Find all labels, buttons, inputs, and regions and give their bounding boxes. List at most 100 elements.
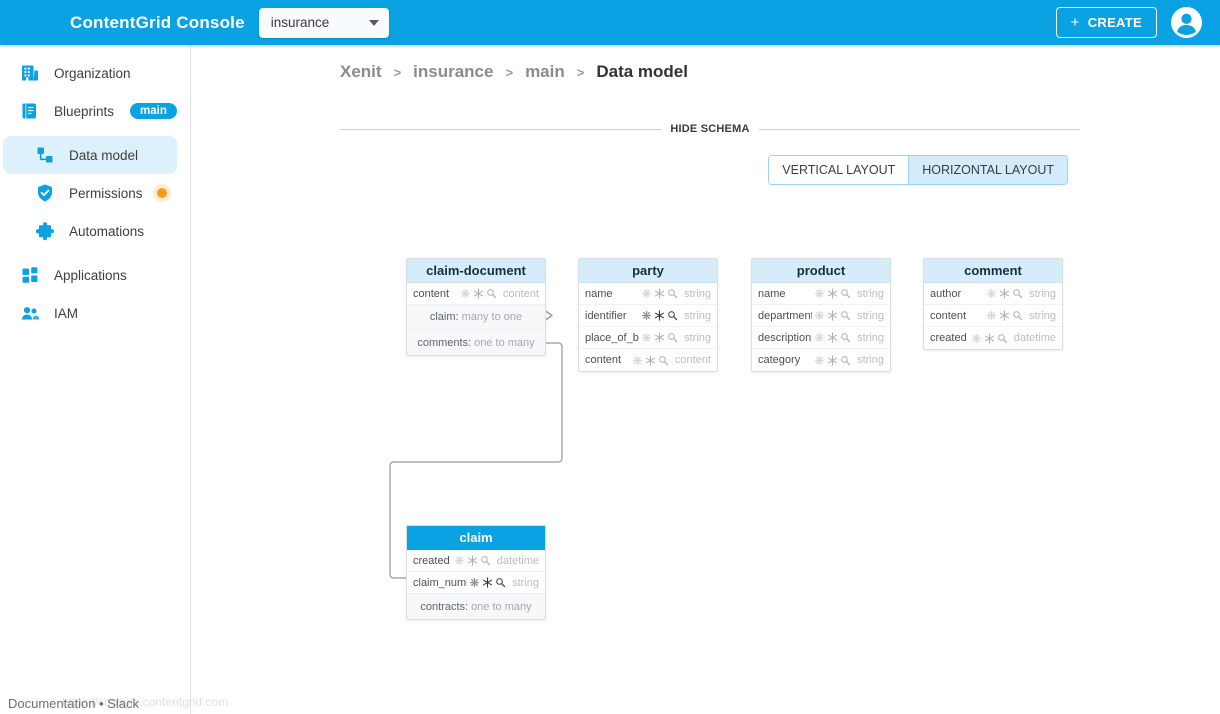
app-title: ContentGrid Console	[70, 12, 245, 32]
sidebar-item-iam[interactable]: IAM	[3, 294, 177, 332]
plus-icon: +	[1070, 14, 1080, 31]
puzzle-icon	[35, 221, 55, 241]
attribute-type: content	[674, 354, 711, 366]
entity-header[interactable]: party	[579, 259, 717, 283]
attribute-row-claim_number[interactable]: claim_number string	[407, 572, 545, 594]
attribute-name: author	[930, 287, 962, 300]
gear-icon	[632, 355, 642, 365]
gear-icon	[470, 577, 480, 588]
relation-row-contracts[interactable]: contracts: one to many	[407, 594, 545, 619]
create-button[interactable]: + CREATE	[1055, 7, 1157, 38]
breadcrumb-item-main[interactable]: main	[525, 62, 565, 81]
attribute-name: description	[758, 331, 812, 344]
divider-line	[340, 128, 662, 130]
attribute-flags	[469, 577, 506, 588]
attribute-row-content[interactable]: content string	[924, 305, 1062, 327]
asterisk-icon	[1000, 288, 1010, 299]
attribute-type: string	[1029, 309, 1056, 322]
entity-party[interactable]: party name string identifier string place_of_…	[578, 258, 718, 372]
attribute-row-content[interactable]: content content	[407, 283, 545, 305]
attribute-type: string	[684, 287, 711, 300]
attribute-row-created[interactable]: created datetime	[924, 327, 1062, 349]
asterisk-icon	[645, 354, 655, 366]
project-selector[interactable]: insurance	[258, 7, 389, 38]
relation-row-comments[interactable]: comments: one to many	[407, 330, 545, 355]
gear-icon	[971, 333, 981, 343]
attribute-type: string	[857, 309, 884, 322]
hide-schema-label: HIDE SCHEMA	[670, 123, 750, 135]
layout-option-vertical-layout[interactable]: VERTICAL LAYOUT	[769, 156, 909, 184]
attribute-row-category[interactable]: category string	[752, 349, 890, 371]
building-icon	[20, 63, 40, 83]
relation-row-claim[interactable]: claim: many to one	[407, 305, 545, 330]
shield-check-icon	[35, 183, 55, 203]
entity-header[interactable]: product	[752, 259, 890, 283]
attribute-flags	[460, 288, 497, 299]
attribute-flags	[986, 310, 1023, 321]
attribute-flags	[454, 555, 491, 566]
breadcrumb-item-xenit[interactable]: Xenit	[340, 62, 382, 81]
gear-icon	[815, 332, 825, 343]
entity-claim[interactable]: claim created datetime claim_number string co…	[406, 525, 546, 620]
sidebar-item-permissions[interactable]: Permissions	[3, 174, 177, 212]
attribute-flags	[632, 354, 669, 366]
hide-schema-toggle[interactable]: HIDE SCHEMA	[340, 121, 1080, 137]
search-icon	[997, 333, 1008, 343]
attribute-type: string	[512, 576, 539, 589]
search-icon	[841, 311, 851, 321]
book-icon	[20, 101, 40, 121]
search-icon	[668, 333, 678, 343]
search-icon	[496, 578, 506, 588]
attribute-flags	[641, 310, 678, 321]
entity-claim-document[interactable]: claim-document content content claim: many t…	[406, 258, 546, 356]
attribute-row-name[interactable]: name string	[752, 283, 890, 305]
attribute-flags	[814, 332, 851, 343]
sidebar: Organization Blueprints main Data model Perm…	[0, 45, 228, 714]
attribute-row-department[interactable]: department string	[752, 305, 890, 327]
attribute-type: datetime	[496, 554, 539, 567]
create-button-label: CREATE	[1087, 15, 1142, 30]
attribute-row-name[interactable]: name string	[579, 283, 717, 305]
sidebar-item-automations[interactable]: Automations	[3, 212, 177, 250]
attribute-name: name	[758, 287, 786, 300]
breadcrumb-item-insurance[interactable]: insurance	[413, 62, 494, 81]
sidebar-item-blueprints[interactable]: Blueprints main	[3, 92, 177, 130]
layout-option-horizontal-layout[interactable]: HORIZONTAL LAYOUT	[908, 156, 1067, 184]
entity-header[interactable]: comment	[924, 259, 1062, 283]
attribute-type: string	[684, 331, 711, 344]
gear-icon	[815, 355, 825, 365]
asterisk-icon	[655, 310, 665, 321]
data-model-canvas[interactable]: claim-document content content claim: many t…	[192, 45, 1220, 714]
attribute-row-description[interactable]: description string	[752, 327, 890, 349]
entity-comment[interactable]: comment author string content string created d…	[923, 258, 1063, 350]
gear-icon	[987, 288, 997, 299]
entity-product[interactable]: product name string department string descrip…	[751, 258, 891, 372]
attribute-type: string	[684, 309, 711, 322]
relation-name: comments:	[417, 336, 472, 349]
attribute-flags	[986, 288, 1023, 299]
sidebar-item-data-model[interactable]: Data model	[3, 136, 177, 174]
footer-link-documentation[interactable]: Documentation	[8, 696, 96, 711]
attribute-row-author[interactable]: author string	[924, 283, 1062, 305]
attribute-flags	[641, 288, 678, 299]
gear-icon	[642, 310, 652, 321]
sidebar-item-organization[interactable]: Organization	[3, 54, 177, 92]
layout-toggle-group: VERTICAL LAYOUT HORIZONTAL LAYOUT	[768, 155, 1068, 185]
entity-header[interactable]: claim	[407, 526, 545, 550]
gear-icon	[642, 288, 652, 299]
breadcrumb-item-data-model: Data model	[596, 62, 688, 81]
attribute-type: string	[857, 354, 884, 366]
footer-link-slack[interactable]: Slack	[107, 696, 140, 711]
breadcrumb-separator: >	[505, 64, 514, 80]
attribute-row-place_of_birth[interactable]: place_of_birth string	[579, 327, 717, 349]
sidebar-item-applications[interactable]: Applications	[3, 256, 177, 294]
asterisk-icon	[467, 555, 477, 566]
attribute-row-content[interactable]: content content	[579, 349, 717, 371]
attribute-row-identifier[interactable]: identifier string	[579, 305, 717, 327]
asterisk-icon	[828, 354, 838, 366]
entity-header[interactable]: claim-document	[407, 259, 545, 283]
account-circle-icon[interactable]	[1171, 7, 1202, 38]
attribute-name: department	[758, 309, 813, 322]
attribute-row-created[interactable]: created datetime	[407, 550, 545, 572]
main-content: claim-document content content claim: many t…	[192, 45, 1220, 714]
